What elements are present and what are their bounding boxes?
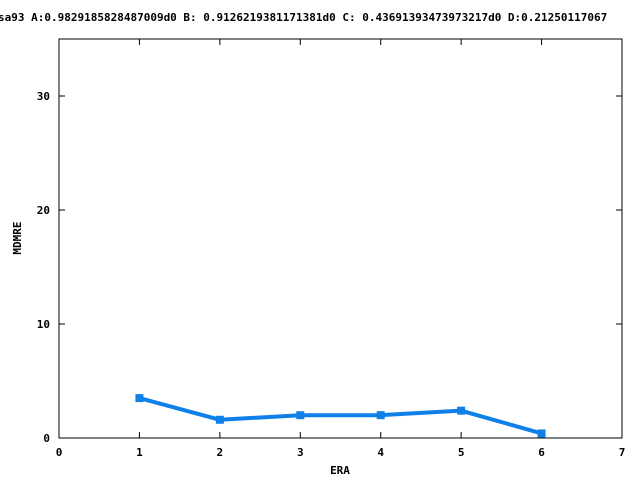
series-layer [135, 394, 546, 438]
y-tick-label: 0 [43, 432, 50, 445]
y-axis-label: MDMRE [11, 221, 24, 254]
plot-frame [58, 38, 623, 439]
x-tick-label: 4 [377, 446, 384, 459]
x-tick-label: 5 [458, 446, 465, 459]
chart-title: sa93 A:0.9829185828487009d0 B: 0.9126219… [0, 11, 607, 24]
x-tick-label: 1 [136, 446, 143, 459]
y-tick-label: 20 [37, 204, 50, 217]
data-point [296, 411, 305, 420]
x-axis-label: ERA [330, 464, 350, 477]
data-point [376, 411, 385, 420]
ticks-layer: 0 1 2 3 4 5 6 7 0 10 20 30 [37, 39, 626, 459]
data-point [215, 415, 224, 424]
x-tick-label: 2 [217, 446, 224, 459]
x-tick-label: 6 [538, 446, 545, 459]
x-tick-label: 0 [56, 446, 63, 459]
y-tick-label: 10 [37, 318, 50, 331]
x-tick-label: 7 [619, 446, 626, 459]
series-line [137, 396, 544, 436]
data-point [135, 394, 144, 403]
data-point [457, 406, 466, 415]
data-point [537, 429, 546, 438]
y-tick-label: 30 [37, 90, 50, 103]
x-tick-label: 3 [297, 446, 304, 459]
